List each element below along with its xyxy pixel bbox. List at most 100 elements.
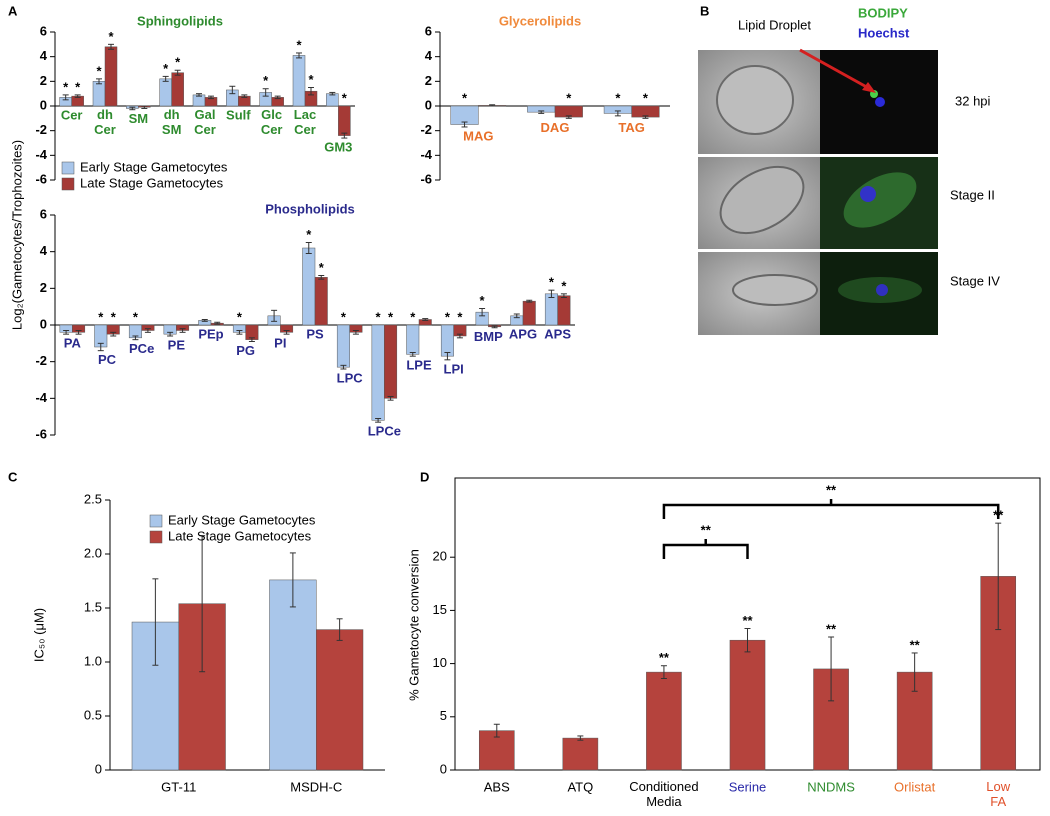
x-tick-label: PC [98,352,117,367]
bracket [662,539,749,559]
y-tick-label: 0 [425,97,432,112]
significance: * [98,309,104,324]
y-tick-label: -6 [35,426,47,441]
significance: * [342,90,348,105]
significance: * [615,90,621,105]
y-tick-label: -4 [35,147,47,162]
y-tick-label: 2.5 [84,491,102,506]
x-tick-label: Cer [61,107,83,122]
row-label: Stage IV [950,273,1000,288]
bar [440,324,454,357]
y-tick-label: 0 [40,316,47,331]
bar [371,324,385,421]
significance: ** [742,613,753,628]
y-axis-label: Log₂(Gametocytes/Trophozoites) [9,140,24,330]
significance: * [549,275,555,290]
cell [719,165,805,235]
y-tick-label: -6 [35,171,47,186]
y-tick-label: 4 [40,243,48,258]
y-tick-label: 2 [40,73,47,88]
x-tick-label: LPCe [368,424,401,439]
x-tick-label: PE [168,337,186,352]
significance: * [643,90,649,105]
significance: * [133,309,139,324]
panel-label: A [8,3,18,18]
significance: * [319,260,325,275]
x-tick-label: ABS [484,779,510,794]
significance: * [111,309,117,324]
y-tick-label: 20 [433,549,447,564]
annotation: Lipid Droplet [738,17,811,32]
y-tick-label: -4 [420,147,432,162]
bracket-label: ** [826,482,837,497]
x-tick-label: SM [129,111,149,126]
y-tick-label: 1.5 [84,599,102,614]
x-tick-label: PA [64,336,82,351]
y-tick-label: 6 [40,23,47,38]
significance: * [462,90,468,105]
significance: * [175,55,181,70]
panel-label: B [700,3,709,18]
x-tick-label: DAG [541,120,570,135]
significance: * [457,309,463,324]
x-tick-label: ATQ [567,779,593,794]
legend-swatch [61,161,75,175]
x-tick-label: PCe [129,341,154,356]
bar [384,324,398,399]
y-tick-label: -2 [420,122,432,137]
x-tick-label: MSDH-C [290,779,342,794]
y-tick-label: 6 [425,23,432,38]
stain-label: Hoechst [858,25,910,40]
y-tick-label: 2 [40,280,47,295]
bar [646,671,682,771]
x-tick-label: dh SM [162,107,182,137]
nucleus [875,97,885,107]
x-tick-label: APS [544,326,571,341]
y-tick-label: 0.5 [84,707,102,722]
bar [557,295,571,326]
x-tick-label: Gal Cer [194,107,216,137]
y-tick-label: 2 [425,73,432,88]
significance: * [108,29,114,44]
x-tick-label: LPE [406,358,432,373]
x-tick-label: LPC [337,370,364,385]
bar [92,81,106,107]
cell [716,65,794,135]
x-tick-label: Glc Cer [261,107,283,137]
legend-label: Late Stage Gametocytes [168,528,312,543]
bar [104,46,118,107]
y-tick-label: 0 [95,761,102,776]
bar [326,93,339,107]
y-tick-label: 4 [40,48,48,63]
significance: * [163,61,169,76]
y-tick-label: -6 [420,171,432,186]
bar [338,105,351,136]
bar [729,639,766,771]
significance: ** [826,621,837,636]
y-tick-label: 5 [440,708,447,723]
chart-title: Sphingolipids [137,13,223,28]
significance: * [75,79,81,94]
significance: * [341,309,347,324]
bar [406,324,420,355]
significance: * [296,37,302,52]
panel-label: D [420,469,429,484]
x-tick-label: Orlistat [894,779,936,794]
y-tick-label: 2.0 [84,545,102,560]
stain-label: BODIPY [858,5,908,20]
row-label: 32 hpi [955,93,991,108]
x-tick-label: PG [236,343,255,358]
bar [159,78,172,107]
row-label: Stage II [950,187,995,202]
nucleus [860,186,876,202]
significance: * [308,72,314,87]
x-tick-label: PEp [198,326,223,341]
significance: * [263,73,269,88]
panel-b-images: Lipid Droplet BODIPY Hoechst 32 hpi Stag… [698,5,1000,335]
significance: * [63,79,69,94]
bar [336,324,350,368]
x-tick-label: APG [509,326,537,341]
x-tick-label: Low FA [986,779,1010,809]
legend-label: Early Stage Gametocytes [168,512,316,527]
x-tick-label: MAG [463,128,493,143]
